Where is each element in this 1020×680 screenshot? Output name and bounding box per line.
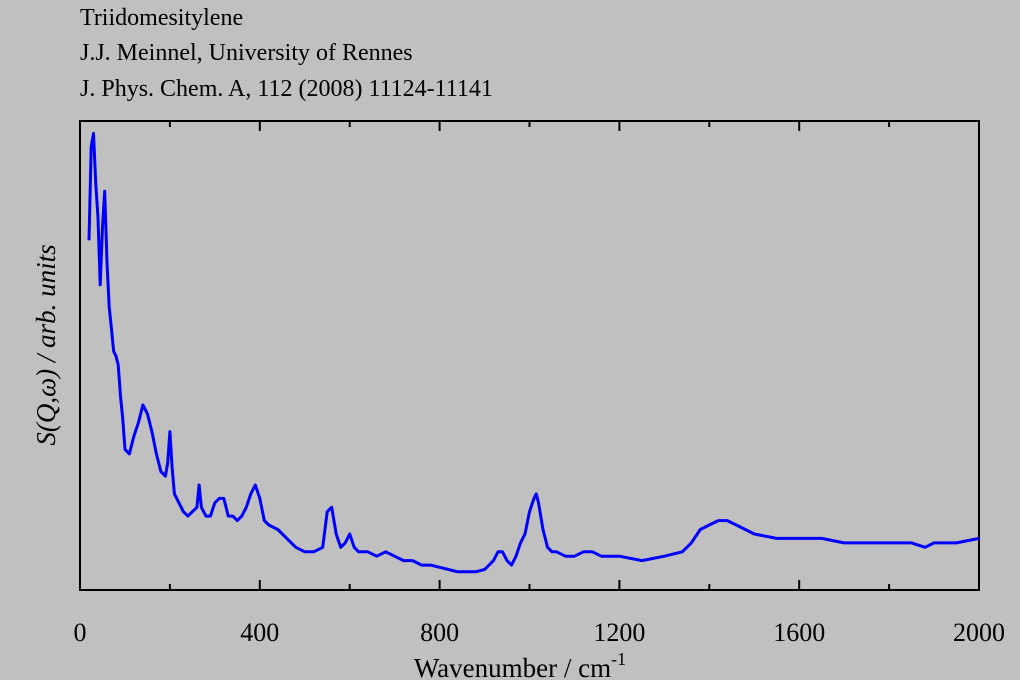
x-tick-labels: 0 400 800 1200 1600 2000 xyxy=(74,618,1006,647)
y-axis-label: S(Q,ω) / arb. units xyxy=(31,244,61,445)
x-tick-label: 2000 xyxy=(953,618,1005,647)
x-axis-label-superscript: -1 xyxy=(611,649,626,669)
plot-frame xyxy=(79,120,980,591)
x-tick-label: 1200 xyxy=(593,618,645,647)
author-line: J.J. Meinnel, University of Rennes xyxy=(80,40,413,66)
x-tick-label: 800 xyxy=(420,618,459,647)
x-axis-label: Wavenumber / cm-1 xyxy=(414,649,626,680)
x-tick-label: 1600 xyxy=(773,618,825,647)
axis-ticks xyxy=(79,121,980,590)
x-tick-label: 0 xyxy=(74,618,87,647)
spectrum-line xyxy=(87,131,980,574)
x-tick-label: 400 xyxy=(240,618,279,647)
citation-line: J. Phys. Chem. A, 112 (2008) 11124-11141 xyxy=(80,76,493,102)
chart-title: Triidomesitylene xyxy=(80,5,244,31)
x-axis-label-text: Wavenumber / cm xyxy=(414,653,611,680)
